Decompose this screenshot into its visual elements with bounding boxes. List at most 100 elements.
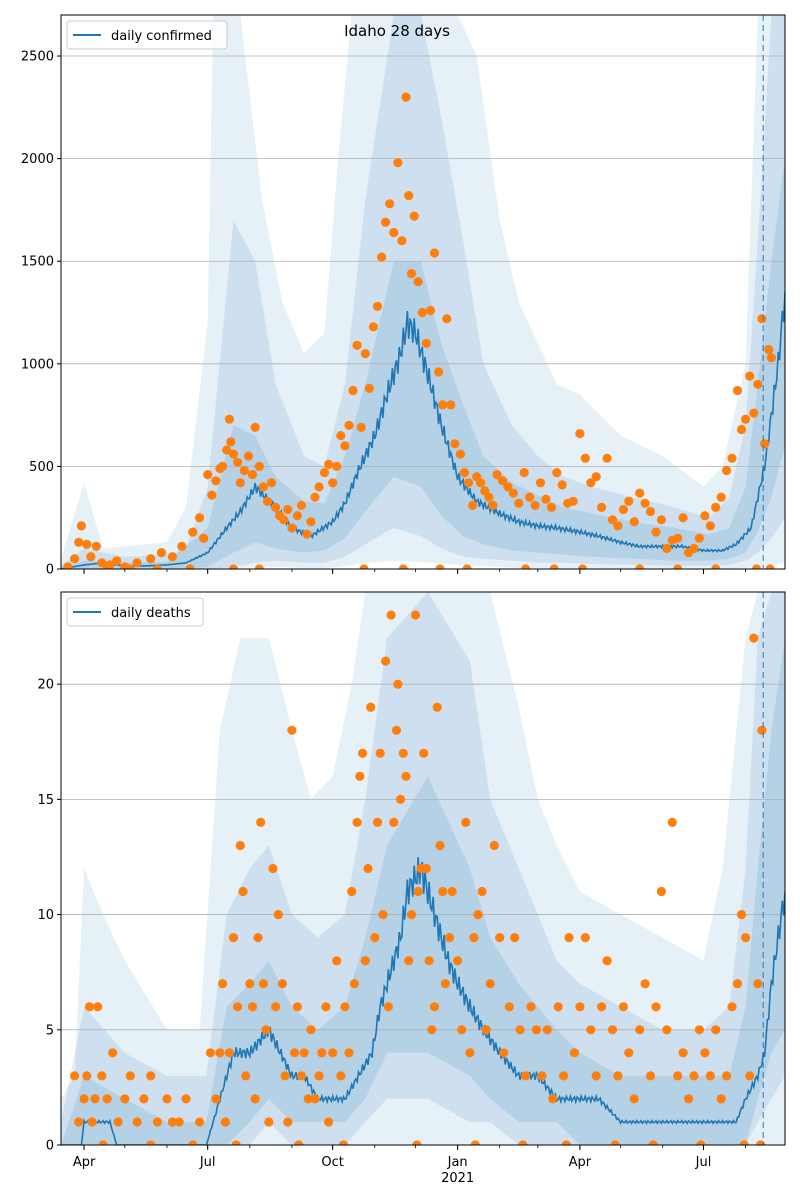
data-point — [317, 1048, 327, 1058]
data-point — [549, 564, 559, 569]
data-point — [613, 1071, 623, 1081]
data-point — [548, 1094, 558, 1104]
y-tick-label: 1000 — [21, 357, 54, 372]
confirmed-chart-panel: 0 500 1000 1500 2000 2500 Idaho 28 days daily c… — [21, 14, 786, 578]
data-point — [492, 470, 502, 480]
data-point — [481, 1025, 491, 1035]
data-point — [586, 1025, 596, 1035]
data-point — [228, 449, 239, 459]
data-point — [264, 1117, 274, 1127]
data-point — [253, 933, 263, 943]
data-point — [287, 523, 297, 533]
data-point — [749, 633, 759, 643]
data-point — [406, 910, 417, 920]
legend-box — [66, 597, 204, 627]
data-point — [90, 1094, 100, 1104]
data-point — [662, 1025, 672, 1035]
data-point — [421, 863, 431, 874]
data-point — [398, 564, 408, 569]
data-point — [336, 1071, 346, 1081]
data-point — [91, 541, 101, 552]
data-point — [120, 1094, 130, 1104]
data-point — [177, 541, 187, 552]
data-point — [84, 1002, 95, 1012]
data-point — [765, 564, 775, 569]
data-point — [700, 511, 710, 521]
data-point — [597, 1002, 607, 1012]
data-point — [397, 236, 407, 246]
data-point — [510, 933, 520, 943]
legend: daily confirmed — [66, 20, 228, 50]
data-point — [578, 564, 588, 569]
data-point — [465, 1048, 475, 1058]
data-point — [211, 476, 221, 486]
data-point — [235, 478, 245, 488]
data-point — [389, 227, 399, 238]
data-point — [256, 817, 266, 828]
data-point — [393, 679, 403, 689]
data-point — [535, 478, 546, 488]
data-point — [82, 1071, 92, 1081]
data-point — [336, 431, 346, 441]
data-point — [287, 725, 297, 735]
x-tick-label: Apr — [73, 1155, 96, 1170]
data-point — [424, 956, 434, 966]
data-point — [306, 517, 316, 527]
data-point — [319, 468, 330, 478]
data-point — [218, 461, 228, 471]
data-point — [228, 564, 239, 569]
data-point — [372, 301, 383, 311]
data-point — [469, 933, 479, 943]
data-point — [739, 1140, 749, 1145]
data-point — [741, 414, 751, 424]
y-tick-label: 0 — [46, 1139, 54, 1154]
data-point — [651, 1002, 661, 1012]
data-point — [602, 956, 612, 966]
data-point — [459, 468, 469, 478]
data-point — [279, 515, 289, 525]
legend: daily deaths — [66, 597, 204, 627]
data-point — [546, 502, 557, 512]
x-tick-label: Apr — [569, 1155, 592, 1170]
legend-box — [66, 20, 228, 50]
data-point — [70, 1071, 80, 1081]
data-point — [727, 453, 737, 463]
data-point — [526, 1002, 536, 1012]
data-point — [635, 1025, 645, 1035]
data-point — [218, 979, 228, 989]
data-point — [98, 1140, 108, 1145]
data-point — [247, 1002, 258, 1012]
data-point — [233, 457, 243, 467]
data-point — [146, 554, 156, 564]
x-tick-label: Jul — [695, 1155, 712, 1170]
data-point — [410, 610, 421, 620]
data-point — [586, 478, 596, 488]
data-point — [174, 1117, 184, 1127]
data-point — [568, 496, 578, 506]
data-point — [203, 470, 213, 480]
data-point — [580, 453, 590, 463]
data-point — [406, 268, 417, 279]
legend-label: daily deaths — [111, 606, 191, 621]
data-point — [398, 748, 408, 758]
data-point — [356, 422, 366, 432]
data-point — [378, 910, 388, 920]
data-point — [266, 478, 277, 488]
data-point — [82, 539, 92, 550]
data-point — [87, 1117, 97, 1127]
data-point — [358, 748, 368, 758]
data-point — [667, 817, 677, 828]
data-point — [453, 956, 463, 966]
data-point — [324, 1117, 334, 1127]
data-point — [97, 558, 107, 568]
data-point — [271, 1002, 281, 1012]
data-point — [618, 1002, 629, 1012]
data-point — [499, 1048, 509, 1058]
data-point — [442, 314, 452, 324]
data-point — [450, 439, 460, 449]
data-point — [429, 248, 440, 258]
x-year-label: 2021 — [441, 1171, 474, 1186]
model-line — [61, 857, 785, 1145]
data-point — [132, 1117, 142, 1127]
